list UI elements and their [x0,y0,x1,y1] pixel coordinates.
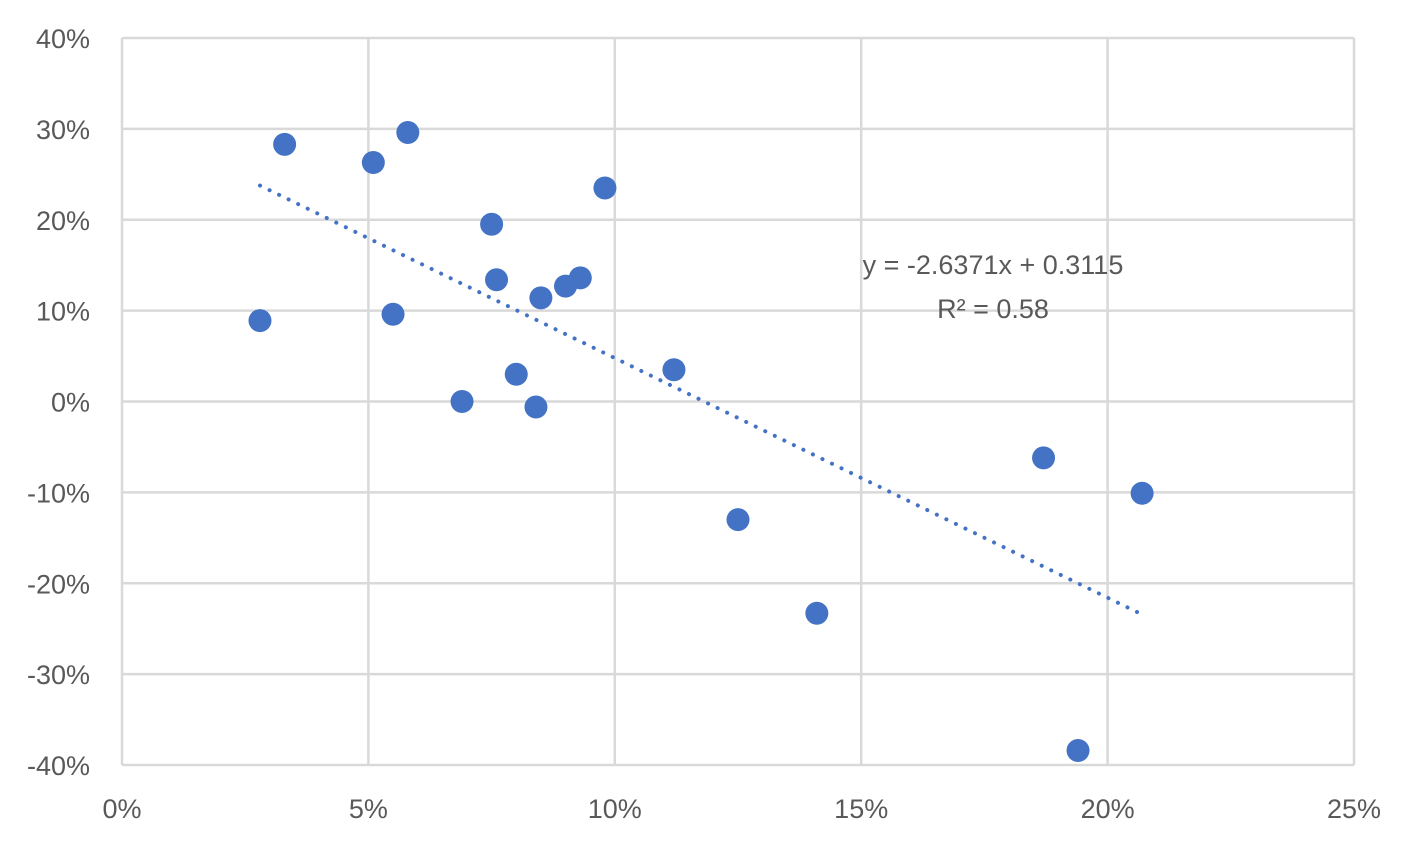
gridlines [120,36,1356,767]
data-point [568,266,592,290]
data-point [1066,738,1090,762]
x-tick-label: 15% [834,794,888,824]
y-tick-label: -30% [27,660,90,690]
trendline-r2-label: R² = 0.58 [937,294,1049,324]
data-points [248,121,1154,762]
y-tick-label: 40% [36,24,90,54]
x-tick-label: 0% [102,794,141,824]
data-point [480,212,504,236]
trendline [257,183,1145,617]
data-point [726,508,750,532]
y-tick-label: 0% [51,388,90,418]
x-tick-label: 5% [349,794,388,824]
y-tick-label: -10% [27,478,90,508]
y-tick-label: -40% [27,751,90,781]
data-point [504,362,528,386]
data-point [805,601,829,625]
data-point [273,132,297,156]
trendline-equation-label: y = -2.6371x + 0.3115 [863,250,1124,280]
y-tick-label: 20% [36,206,90,236]
y-tick-label: 30% [36,115,90,145]
x-tick-label: 20% [1081,794,1135,824]
data-point [248,309,272,333]
trendline-group [257,183,1145,617]
data-point [662,358,686,382]
data-point [396,121,420,145]
data-point [529,286,553,310]
data-point [381,302,405,326]
tick-labels: 40% 30% 20% 10% 0% -10% -20% -30% -40% 0% 5% 10% 15%… [27,24,1381,824]
data-point [361,150,385,174]
y-tick-label: -20% [27,569,90,599]
data-point [524,395,548,419]
data-point [593,176,617,200]
data-point [1130,481,1154,505]
y-tick-label: 10% [36,297,90,327]
data-point [450,390,474,413]
x-tick-label: 25% [1327,794,1381,824]
data-point [1032,446,1056,470]
x-tick-label: 10% [588,794,642,824]
data-point [485,268,509,292]
trendline-annotation: y = -2.6371x + 0.3115 R² = 0.58 [863,250,1124,324]
